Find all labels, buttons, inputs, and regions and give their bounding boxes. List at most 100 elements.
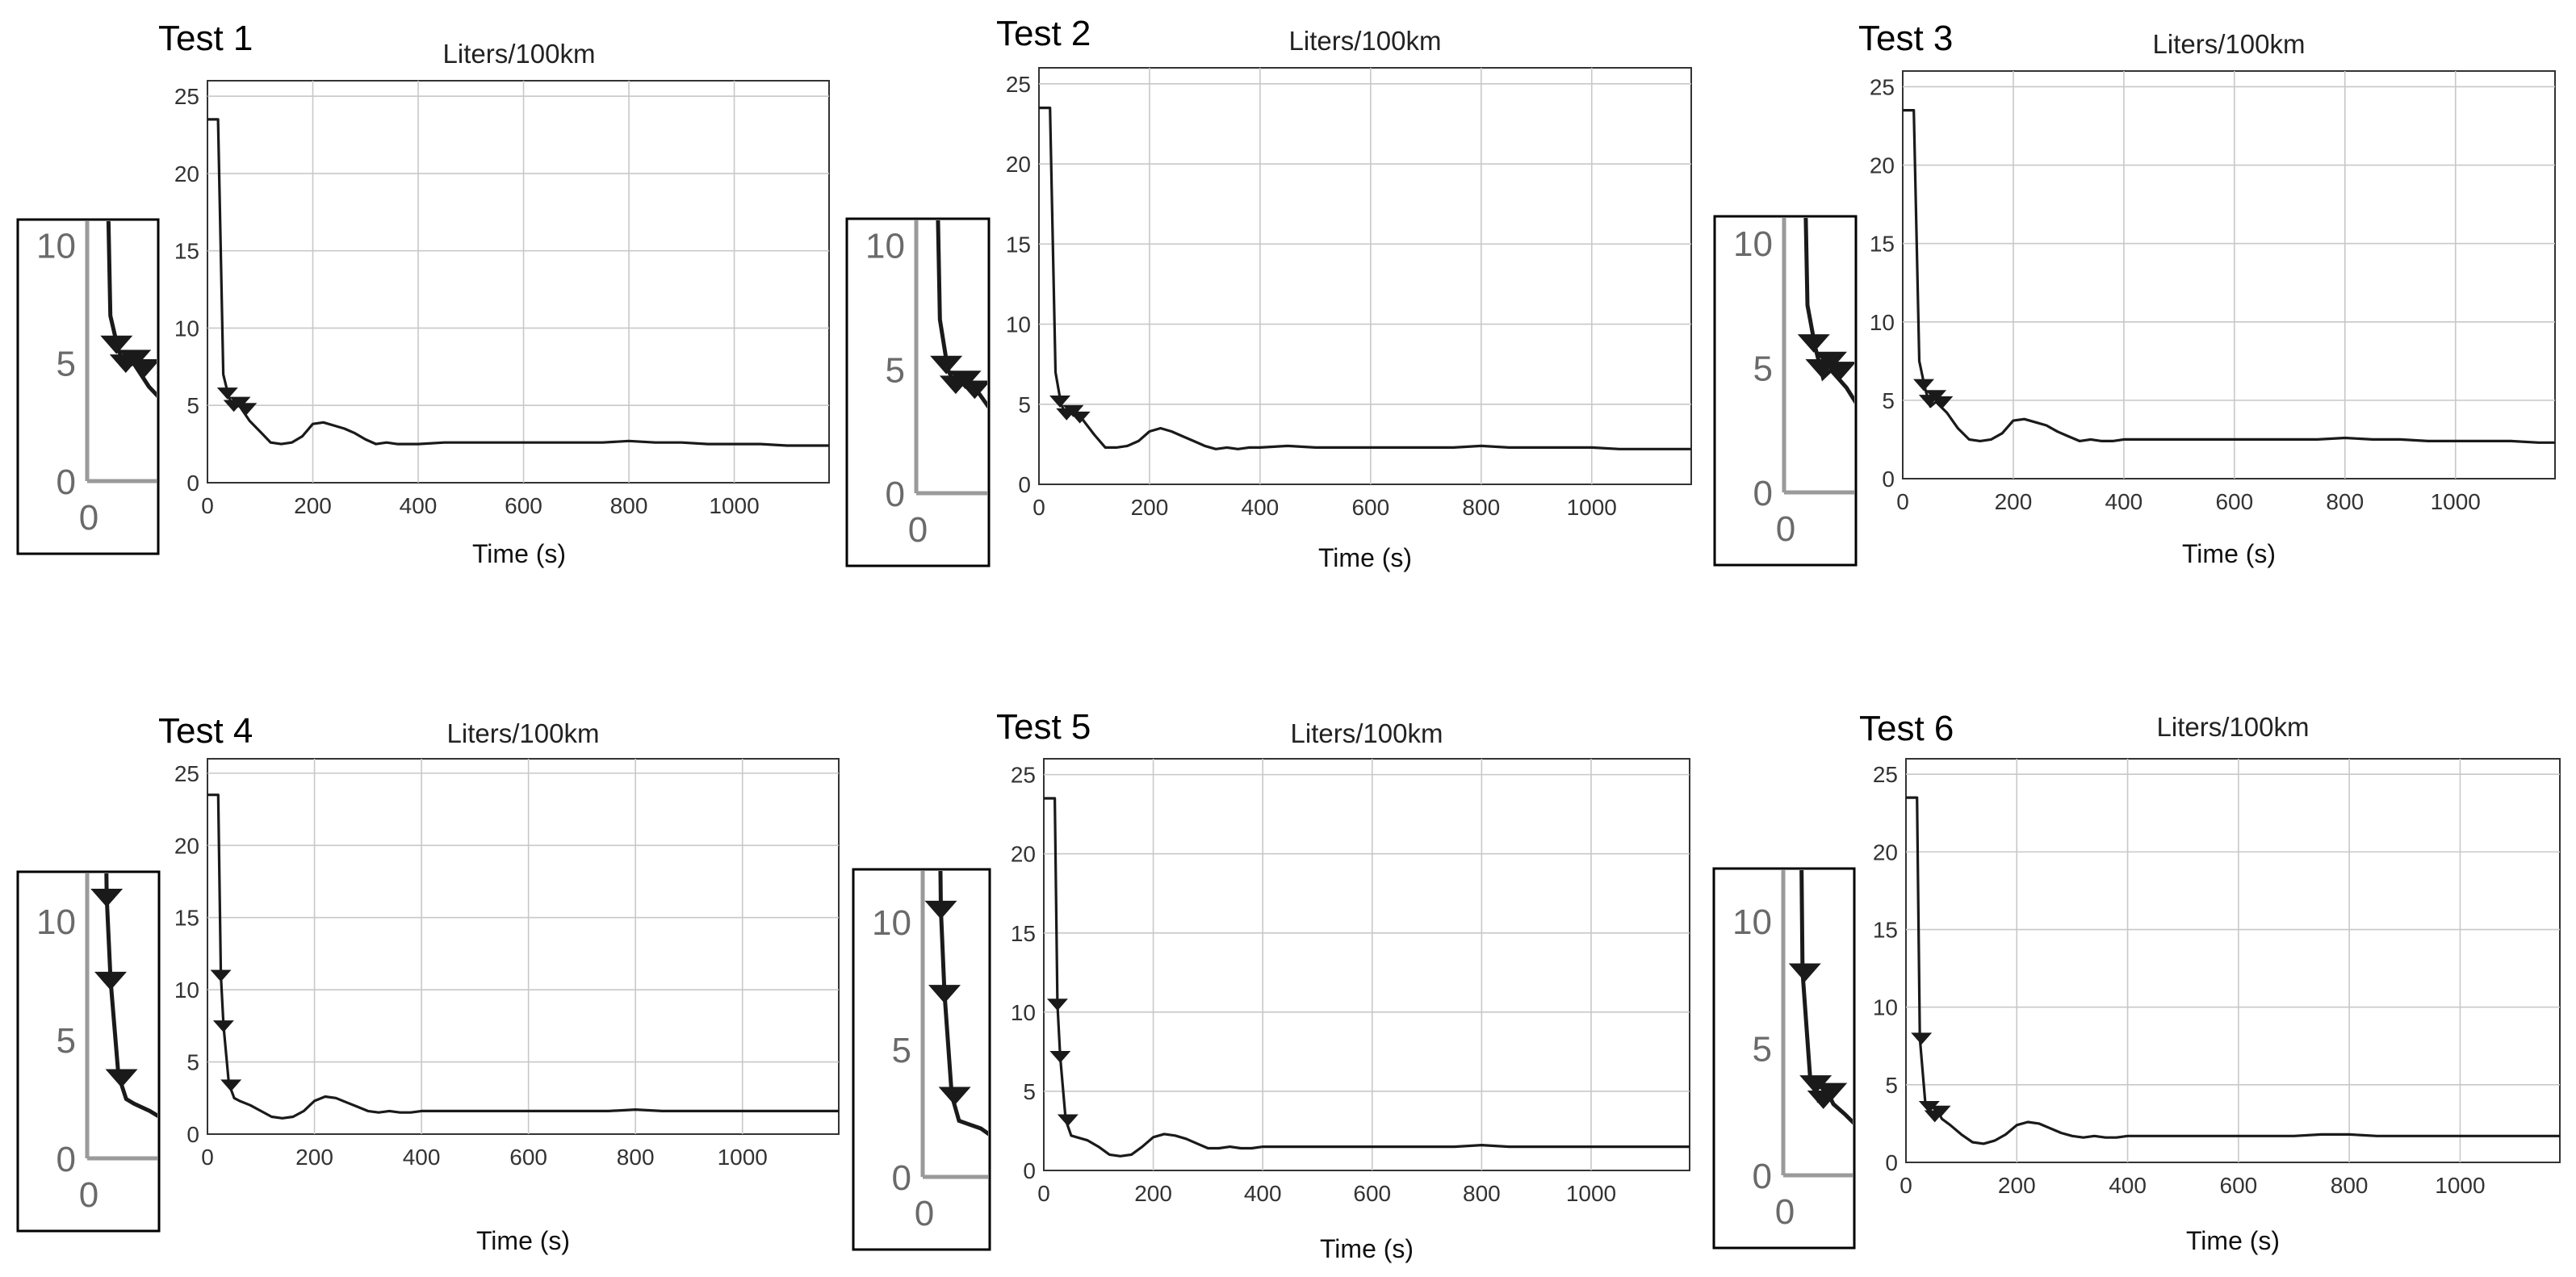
chart-title: Liters/100km bbox=[443, 39, 596, 69]
marker-triangle bbox=[1911, 1032, 1933, 1045]
zoom-inset: 0 5 10 0 bbox=[1712, 867, 1856, 1250]
y-tick-label: 0 bbox=[1018, 472, 1031, 497]
zoom-inset: 0 5 10 0 bbox=[1713, 215, 1858, 567]
marker-triangle bbox=[229, 396, 251, 409]
plot-area bbox=[1043, 758, 1690, 1171]
x-tick-label: 0 bbox=[201, 1145, 214, 1170]
x-tick-label: 400 bbox=[2105, 489, 2143, 514]
marker-triangle bbox=[210, 969, 232, 982]
y-tick-label: 20 bbox=[1870, 153, 1895, 178]
inset-y-tick-label: 5 bbox=[57, 345, 76, 384]
x-tick-label: 1000 bbox=[1567, 495, 1617, 520]
y-tick-label: 5 bbox=[1885, 1073, 1898, 1098]
inset-series-line bbox=[106, 221, 157, 398]
inset-x-tick-label: 0 bbox=[79, 1175, 98, 1215]
x-axis-label: Time (s) bbox=[2186, 1226, 2280, 1255]
x-tick-label: 400 bbox=[2109, 1173, 2147, 1198]
marker-triangle bbox=[1929, 1105, 1951, 1118]
y-tick-label: 25 bbox=[1006, 72, 1031, 97]
grid-lines bbox=[1039, 68, 1691, 484]
x-tick-label: 200 bbox=[1131, 495, 1169, 520]
chart-title: Liters/100km bbox=[1291, 718, 1443, 748]
inset-y-tick-label: 0 bbox=[892, 1158, 911, 1198]
x-tick-label: 400 bbox=[400, 493, 438, 518]
marker-triangle bbox=[1046, 999, 1068, 1011]
y-tick-label: 10 bbox=[1873, 995, 1898, 1020]
inset-marker-triangle bbox=[100, 335, 133, 354]
inset-marker-triangle bbox=[1788, 963, 1821, 982]
x-tick-label: 1000 bbox=[718, 1145, 768, 1170]
inset-series-line bbox=[1803, 218, 1854, 404]
inset-marker-triangle bbox=[930, 355, 963, 375]
inset-x-tick-label: 0 bbox=[1775, 1192, 1795, 1232]
x-tick-label: 600 bbox=[505, 493, 542, 518]
inset-plot bbox=[924, 871, 988, 1137]
y-tick-label: 0 bbox=[186, 471, 199, 496]
x-tick-label: 400 bbox=[403, 1145, 441, 1170]
y-tick-label: 25 bbox=[1873, 762, 1898, 787]
inset-y-tick-label: 10 bbox=[1732, 902, 1772, 942]
inset-series-line bbox=[1799, 870, 1853, 1125]
series-line bbox=[1044, 797, 1690, 1158]
x-axis-label: Time (s) bbox=[476, 1226, 570, 1255]
inset-y-tick-label: 0 bbox=[57, 1140, 76, 1179]
series-line bbox=[1906, 796, 2560, 1145]
x-tick-label: 800 bbox=[610, 493, 648, 518]
inset-marker-triangle bbox=[1824, 362, 1854, 380]
chart-title: Liters/100km bbox=[2157, 712, 2310, 742]
test-label: Test 1 bbox=[158, 19, 253, 58]
x-tick-label: 800 bbox=[2331, 1173, 2369, 1198]
marker-triangle bbox=[1057, 1114, 1079, 1127]
inset-series-line bbox=[936, 220, 987, 409]
grid-lines bbox=[1906, 759, 2560, 1162]
marker-triangle bbox=[236, 403, 258, 416]
test-label: Test 4 bbox=[158, 711, 253, 751]
y-tick-label: 25 bbox=[174, 761, 199, 786]
inset-y-tick-label: 10 bbox=[872, 903, 911, 943]
y-tick-label: 25 bbox=[1011, 763, 1036, 788]
marker-triangle bbox=[216, 387, 238, 400]
x-tick-label: 400 bbox=[1242, 495, 1280, 520]
x-axis-label: Time (s) bbox=[472, 539, 566, 568]
zoom-inset: 0 5 10 0 bbox=[852, 868, 991, 1251]
y-tick-label: 15 bbox=[174, 906, 199, 931]
x-tick-label: 600 bbox=[1353, 1181, 1391, 1206]
chart-title: Liters/100km bbox=[1289, 26, 1442, 56]
grid-lines bbox=[207, 759, 839, 1134]
y-tick-label: 15 bbox=[174, 239, 199, 264]
x-tick-label: 0 bbox=[1037, 1181, 1050, 1206]
y-tick-label: 5 bbox=[1018, 392, 1031, 417]
chart-title: Liters/100km bbox=[447, 718, 600, 748]
inset-marker-triangle bbox=[1815, 351, 1847, 371]
inset-marker-triangle bbox=[128, 359, 157, 378]
y-tick-label: 20 bbox=[1011, 842, 1036, 867]
inset-series-line bbox=[104, 873, 157, 1118]
inset-marker-triangle bbox=[949, 371, 982, 390]
inset-y-tick-label: 0 bbox=[1753, 1157, 1772, 1196]
y-tick-label: 20 bbox=[1873, 839, 1898, 865]
series-line bbox=[207, 793, 839, 1120]
x-tick-label: 1000 bbox=[2431, 489, 2481, 514]
y-tick-label: 25 bbox=[174, 84, 199, 109]
inset-marker-triangle bbox=[105, 1069, 138, 1088]
y-tick-label: 15 bbox=[1006, 232, 1031, 257]
y-tick-label: 10 bbox=[1011, 1000, 1036, 1025]
y-tick-label: 5 bbox=[1023, 1079, 1036, 1104]
inset-plot bbox=[100, 221, 157, 398]
x-tick-label: 1000 bbox=[2435, 1173, 2485, 1198]
x-tick-label: 200 bbox=[1998, 1173, 2036, 1198]
x-tick-label: 200 bbox=[1134, 1181, 1172, 1206]
series-line bbox=[207, 118, 829, 447]
x-tick-label: 400 bbox=[1244, 1181, 1282, 1206]
inset-y-tick-label: 5 bbox=[1753, 1030, 1772, 1070]
y-tick-label: 5 bbox=[1882, 388, 1895, 413]
marker-triangle bbox=[212, 1020, 234, 1032]
x-axis-label: Time (s) bbox=[1320, 1234, 1414, 1263]
inset-y-tick-label: 10 bbox=[865, 227, 905, 266]
x-tick-label: 800 bbox=[2326, 489, 2364, 514]
y-tick-label: 20 bbox=[174, 161, 199, 186]
marker-triangle bbox=[220, 1079, 242, 1092]
